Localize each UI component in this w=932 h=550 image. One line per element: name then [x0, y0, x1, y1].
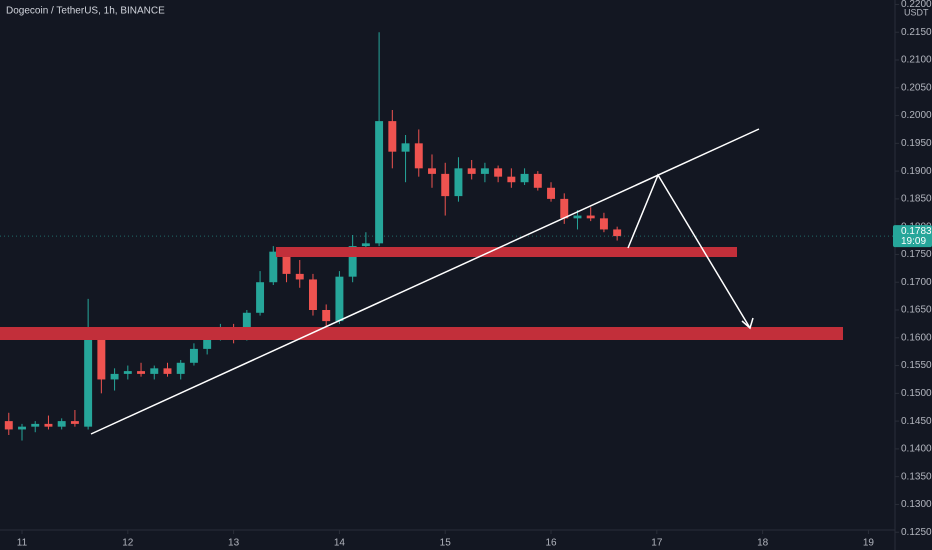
y-tick-label: 0.1550 [901, 360, 932, 371]
y-tick-label: 0.2000 [901, 110, 932, 121]
candle-body [57, 421, 66, 427]
candle-body [322, 310, 331, 322]
candle-body [428, 168, 436, 174]
axis-unit: USDT [904, 7, 929, 17]
candle-body [176, 362, 185, 374]
x-tick-label: 14 [334, 538, 346, 549]
y-tick-label: 0.1600 [901, 332, 932, 343]
x-tick-label: 19 [863, 538, 875, 549]
candle-body [348, 246, 357, 277]
candle-body [189, 348, 198, 363]
candle-body [137, 371, 146, 374]
trendline [90, 128, 760, 435]
candle-body [242, 312, 251, 338]
y-tick-label: 0.2100 [901, 55, 932, 66]
candle-body [18, 426, 26, 430]
candle-body [388, 121, 397, 152]
candle-body [361, 243, 370, 247]
y-tick-label: 0.2050 [901, 82, 932, 93]
y-tick-label: 0.1400 [901, 444, 932, 455]
candle-body [375, 121, 384, 244]
candle-body [494, 168, 503, 177]
y-tick-label: 0.1250 [901, 527, 932, 538]
resistance-zone [276, 247, 737, 257]
candle-body [150, 368, 159, 374]
projection-arrow [627, 173, 751, 329]
candle-body [203, 335, 212, 349]
candle-body [269, 251, 278, 283]
y-tick-label: 0.2200 [901, 0, 932, 10]
candle-body [123, 371, 132, 374]
y-tick-label: 0.1700 [901, 277, 932, 288]
candle-body [335, 276, 344, 322]
y-tick-label: 0.1950 [901, 138, 932, 149]
chart-title: Dogecoin / TetherUS, 1h, BINANCE [6, 6, 165, 17]
y-tick-label: 0.1450 [901, 416, 932, 427]
candle-body [533, 173, 542, 188]
x-tick-label: 16 [545, 538, 557, 549]
x-tick-label: 11 [17, 538, 28, 549]
x-tick-label: 12 [122, 538, 134, 549]
candle-body [454, 168, 463, 197]
candle-body [613, 229, 622, 237]
candle-body [547, 187, 555, 199]
y-tick-label: 0.1850 [901, 194, 932, 205]
candle-body [44, 423, 53, 427]
candle-body [4, 421, 13, 430]
y-tick-label: 0.1500 [901, 388, 932, 399]
candle-body [282, 251, 291, 274]
candle-body [560, 198, 569, 219]
last-price-box [893, 225, 932, 248]
x-tick-label: 18 [757, 538, 769, 549]
candle-body [256, 282, 265, 313]
y-tick-label: 0.1750 [901, 249, 932, 260]
arrow-head [741, 317, 754, 330]
candle-body [520, 173, 529, 183]
y-tick-label: 0.1300 [901, 499, 932, 510]
x-tick-label: 15 [440, 538, 452, 549]
candle-body [31, 423, 40, 427]
candle-body [467, 168, 476, 174]
candle-body [70, 421, 79, 424]
candle-body [480, 168, 489, 174]
candle-body [401, 143, 410, 152]
candle-body [414, 143, 423, 169]
y-tick-label: 0.2150 [901, 27, 932, 38]
last-price-label: 0.1783 [901, 226, 932, 237]
candle-body [309, 279, 317, 310]
candle-body [573, 215, 582, 219]
candle-body [295, 273, 304, 280]
candle-body [97, 332, 106, 380]
support-zone [0, 327, 843, 340]
x-tick-label: 17 [651, 538, 663, 549]
countdown-label: 19:09 [901, 236, 926, 247]
y-tick-label: 0.1900 [901, 166, 932, 177]
candle-body [163, 368, 172, 374]
candle-body [110, 373, 119, 380]
candle-body [599, 218, 608, 230]
x-tick-label: 13 [228, 538, 240, 549]
y-tick-label: 0.1350 [901, 471, 932, 482]
candle-body [84, 332, 93, 427]
candle-body [507, 176, 516, 183]
y-tick-label: 0.1650 [901, 305, 932, 316]
candle-body [441, 173, 450, 197]
candle-body [586, 215, 595, 219]
